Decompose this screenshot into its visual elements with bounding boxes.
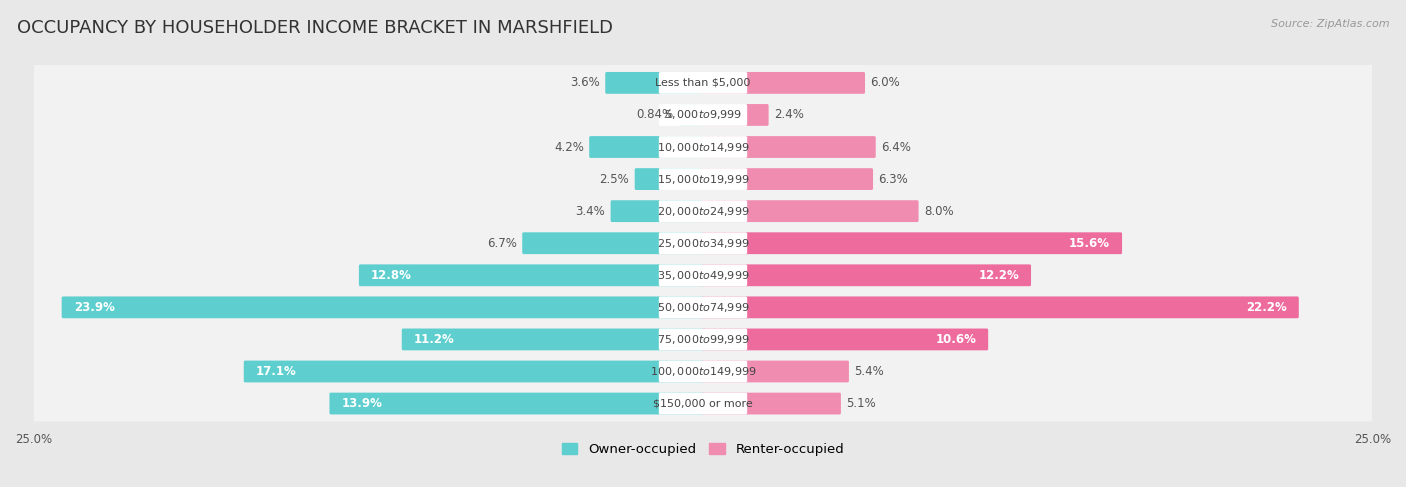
FancyBboxPatch shape (702, 232, 1122, 254)
Text: Less than $5,000: Less than $5,000 (655, 78, 751, 88)
Text: $25,000 to $34,999: $25,000 to $34,999 (657, 237, 749, 250)
Text: 4.2%: 4.2% (554, 141, 583, 153)
FancyBboxPatch shape (659, 72, 747, 94)
FancyBboxPatch shape (605, 72, 704, 94)
FancyBboxPatch shape (702, 297, 1299, 318)
Text: $20,000 to $24,999: $20,000 to $24,999 (657, 205, 749, 218)
FancyBboxPatch shape (702, 136, 876, 158)
FancyBboxPatch shape (30, 97, 1376, 133)
FancyBboxPatch shape (30, 225, 1376, 261)
FancyBboxPatch shape (243, 360, 704, 382)
Text: 3.6%: 3.6% (571, 76, 600, 90)
Text: 15.6%: 15.6% (1069, 237, 1109, 250)
FancyBboxPatch shape (659, 297, 747, 318)
FancyBboxPatch shape (659, 168, 747, 190)
Text: Source: ZipAtlas.com: Source: ZipAtlas.com (1271, 19, 1389, 30)
FancyBboxPatch shape (329, 393, 704, 414)
FancyBboxPatch shape (702, 329, 988, 350)
FancyBboxPatch shape (702, 200, 918, 222)
FancyBboxPatch shape (30, 193, 1376, 229)
Text: $10,000 to $14,999: $10,000 to $14,999 (657, 141, 749, 153)
FancyBboxPatch shape (659, 329, 747, 350)
Legend: Owner-occupied, Renter-occupied: Owner-occupied, Renter-occupied (557, 438, 849, 462)
FancyBboxPatch shape (702, 72, 865, 94)
FancyBboxPatch shape (702, 360, 849, 382)
Text: 2.4%: 2.4% (773, 109, 804, 121)
FancyBboxPatch shape (359, 264, 704, 286)
FancyBboxPatch shape (30, 65, 1376, 101)
Text: 10.6%: 10.6% (935, 333, 976, 346)
Text: $5,000 to $9,999: $5,000 to $9,999 (664, 109, 742, 121)
Text: 6.7%: 6.7% (486, 237, 517, 250)
FancyBboxPatch shape (702, 104, 769, 126)
FancyBboxPatch shape (610, 200, 704, 222)
Text: 6.4%: 6.4% (882, 141, 911, 153)
FancyBboxPatch shape (30, 321, 1376, 357)
Text: 12.2%: 12.2% (979, 269, 1019, 282)
FancyBboxPatch shape (30, 129, 1376, 165)
FancyBboxPatch shape (634, 168, 704, 190)
FancyBboxPatch shape (702, 264, 1031, 286)
FancyBboxPatch shape (702, 168, 873, 190)
Text: 3.4%: 3.4% (575, 205, 605, 218)
Text: $50,000 to $74,999: $50,000 to $74,999 (657, 301, 749, 314)
FancyBboxPatch shape (659, 104, 747, 126)
FancyBboxPatch shape (659, 360, 747, 382)
FancyBboxPatch shape (589, 136, 704, 158)
FancyBboxPatch shape (522, 232, 704, 254)
FancyBboxPatch shape (30, 289, 1376, 325)
Text: 13.9%: 13.9% (342, 397, 382, 410)
FancyBboxPatch shape (679, 104, 704, 126)
FancyBboxPatch shape (30, 354, 1376, 390)
FancyBboxPatch shape (702, 393, 841, 414)
Text: 0.84%: 0.84% (637, 109, 673, 121)
Text: $75,000 to $99,999: $75,000 to $99,999 (657, 333, 749, 346)
FancyBboxPatch shape (30, 161, 1376, 197)
Text: 23.9%: 23.9% (73, 301, 115, 314)
FancyBboxPatch shape (30, 257, 1376, 293)
Text: 12.8%: 12.8% (371, 269, 412, 282)
Text: 2.5%: 2.5% (599, 172, 630, 186)
Text: 17.1%: 17.1% (256, 365, 297, 378)
FancyBboxPatch shape (402, 329, 704, 350)
FancyBboxPatch shape (659, 264, 747, 286)
FancyBboxPatch shape (659, 136, 747, 158)
FancyBboxPatch shape (30, 386, 1376, 422)
Text: $150,000 or more: $150,000 or more (654, 398, 752, 409)
Text: $15,000 to $19,999: $15,000 to $19,999 (657, 172, 749, 186)
FancyBboxPatch shape (62, 297, 704, 318)
Text: 5.1%: 5.1% (846, 397, 876, 410)
FancyBboxPatch shape (659, 232, 747, 254)
Text: 6.3%: 6.3% (879, 172, 908, 186)
FancyBboxPatch shape (659, 393, 747, 414)
Text: OCCUPANCY BY HOUSEHOLDER INCOME BRACKET IN MARSHFIELD: OCCUPANCY BY HOUSEHOLDER INCOME BRACKET … (17, 19, 613, 37)
Text: 6.0%: 6.0% (870, 76, 900, 90)
Text: $35,000 to $49,999: $35,000 to $49,999 (657, 269, 749, 282)
Text: 8.0%: 8.0% (924, 205, 953, 218)
Text: 11.2%: 11.2% (413, 333, 454, 346)
FancyBboxPatch shape (659, 200, 747, 222)
Text: 22.2%: 22.2% (1246, 301, 1286, 314)
Text: 5.4%: 5.4% (855, 365, 884, 378)
Text: $100,000 to $149,999: $100,000 to $149,999 (650, 365, 756, 378)
